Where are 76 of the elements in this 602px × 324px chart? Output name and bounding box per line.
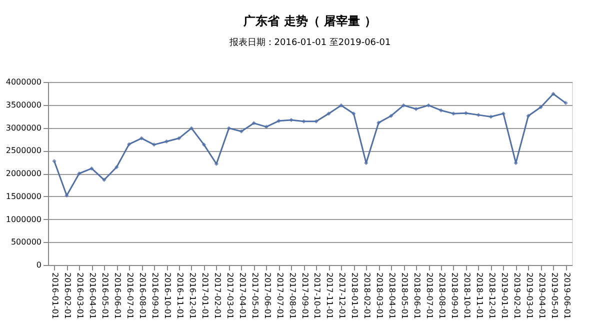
y-tick-label: 500000 — [10, 238, 42, 247]
x-tick-label: 2016-05-01 — [100, 272, 110, 319]
x-tick-label: 2019-05-01 — [550, 272, 559, 319]
x-tick-label: 2017-03-01 — [225, 272, 234, 319]
point — [501, 111, 506, 116]
x-tick-label: 2016-01-01 — [50, 272, 60, 319]
x-tick-label: 2018-10-01 — [462, 272, 472, 319]
x-tick-label: 2016-03-01 — [76, 272, 85, 319]
x-tick-label: 2018-12-01 — [487, 272, 496, 319]
x-tick-label: 2018-03-01 — [375, 272, 384, 319]
x-tick-label: 2019-06-01 — [562, 272, 572, 319]
point — [214, 162, 219, 166]
x-tick-label: 2016-06-01 — [113, 272, 122, 319]
point — [401, 103, 406, 108]
point — [276, 118, 281, 124]
point — [52, 159, 56, 164]
x-tick-label: 2018-11-01 — [474, 272, 484, 319]
point — [414, 106, 418, 112]
point — [264, 124, 268, 129]
y-tick-label: 0 — [36, 260, 42, 270]
x-tick-label: 2018-09-01 — [450, 272, 459, 319]
chart-subtitle: 报表日期：2016-01-01 至2019-06-01 — [228, 37, 391, 48]
x-tick-label: 2016-02-01 — [63, 272, 72, 319]
x-tick-label: 2018-08-01 — [438, 272, 446, 319]
x-tick-label: 2018-06-01 — [412, 272, 422, 319]
point — [226, 126, 232, 130]
x-tick-label: 2017-09-01 — [300, 272, 310, 319]
x-tick-label: 2016-09-01 — [150, 272, 160, 319]
x-tick-label: 2016-08-01 — [138, 272, 148, 319]
x-tick-label: 2017-04-01 — [238, 272, 247, 319]
x-tick-label: 2018-07-01 — [425, 272, 434, 319]
x-tick-label: 2017-07-01 — [275, 272, 284, 319]
x-tick-label: 2018-01-01 — [350, 272, 360, 319]
y-tick-label: 2500000 — [6, 146, 42, 156]
x-tick-label: 2017-11-01 — [325, 272, 334, 319]
x-tick-label: 2017-02-01 — [212, 272, 222, 319]
x-tick-label: 2017-01-01 — [200, 272, 210, 319]
x-tick-label: 2017-08-01 — [288, 272, 297, 319]
point — [352, 111, 356, 116]
x-tick-label: 2018-02-01 — [362, 272, 372, 319]
x-tick-label: 2016-12-01 — [188, 272, 197, 319]
y-tick-label: 1500000 — [6, 192, 42, 201]
y-tick-label: 4000000 — [6, 78, 42, 86]
x-tick-label: 2017-05-01 — [250, 272, 260, 319]
point — [314, 119, 318, 124]
x-tick-label: 2016-10-01 — [163, 272, 172, 319]
point — [252, 121, 256, 126]
point — [339, 103, 344, 108]
chart-title: 广东省 走势（ 屠宰量 ） — [242, 14, 376, 28]
point — [102, 178, 106, 182]
point — [538, 105, 543, 110]
y-tick-label: 2000000 — [6, 169, 42, 178]
x-tick-label: 2019-01-01 — [500, 272, 509, 319]
point — [388, 114, 394, 118]
point — [376, 120, 381, 125]
y-tick-label: 1000000 — [6, 214, 42, 224]
x-tick-label: 2019-04-01 — [537, 272, 546, 319]
x-tick-label: 2017-10-01 — [312, 272, 322, 319]
point — [90, 166, 94, 171]
x-tick-label: 2018-05-01 — [400, 272, 410, 319]
x-tick-label: 2016-07-01 — [126, 272, 135, 319]
point — [302, 119, 306, 124]
x-tick-label: 2017-06-01 — [262, 272, 272, 319]
point — [551, 92, 556, 96]
x-tick-label: 2017-12-01 — [338, 272, 347, 319]
x-tick-label: 2019-03-01 — [524, 272, 534, 319]
x-tick-label: 2016-11-01 — [176, 272, 184, 319]
x-tick-label: 2019-02-01 — [512, 272, 522, 319]
y-tick-label: 3000000 — [6, 123, 42, 132]
point — [239, 129, 244, 134]
x-tick-label: 2016-04-01 — [88, 272, 98, 319]
point — [164, 139, 169, 144]
y-tick-label: 3500000 — [6, 100, 42, 110]
point — [526, 114, 530, 118]
point — [114, 164, 119, 170]
x-tick-label: 2018-04-01 — [388, 272, 397, 319]
